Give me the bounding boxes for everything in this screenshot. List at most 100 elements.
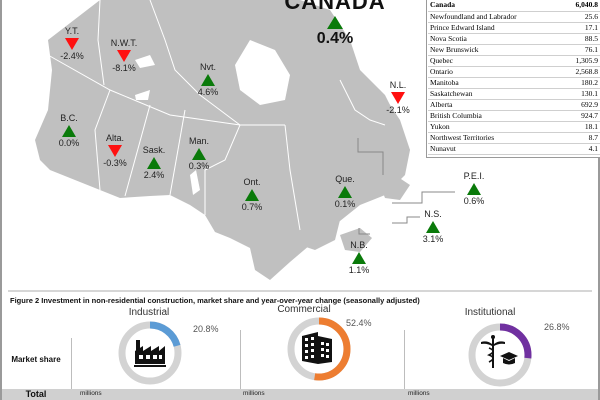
table-cell-value: 924.7 <box>561 110 600 122</box>
region-abbr: N.B. <box>350 240 368 250</box>
up-arrow-icon <box>426 221 440 233</box>
region-change: 0.0% <box>58 138 80 148</box>
column-divider <box>240 330 241 389</box>
table-cell-value: 4.1 <box>561 143 600 155</box>
industrial-donut-chart <box>118 321 182 385</box>
up-arrow-icon <box>192 148 206 160</box>
table-cell-name: Nunavut <box>428 143 562 155</box>
table-cell-name: Prince Edward Island <box>428 22 562 34</box>
region-abbr: B.C. <box>60 113 78 123</box>
region-change: 0.6% <box>463 196 485 206</box>
region-change: 3.1% <box>422 234 444 244</box>
region-change: 0.3% <box>188 161 210 171</box>
region-label-que: Que. 0.1% <box>323 174 367 210</box>
table-cell-name: Saskatchewan <box>428 88 562 100</box>
table-row: Saskatchewan 130.1 <box>428 88 600 100</box>
total-row <box>2 389 598 400</box>
table-cell-name: Nova Scotia <box>428 33 562 45</box>
region-change: 1.1% <box>348 265 370 275</box>
office-building-icon <box>302 332 332 364</box>
down-arrow-icon <box>117 50 131 62</box>
institutional-donut-chart <box>468 323 532 387</box>
table-row: Alberta 692.9 <box>428 99 600 111</box>
category-commercial-title: Commercial <box>277 304 331 315</box>
table-cell-value: 2,568.8 <box>561 66 600 78</box>
region-label-man: Man. 0.3% <box>177 136 221 172</box>
region-label-bc: B.C. 0.0% <box>47 113 91 149</box>
table-row: Manitoba 180.2 <box>428 77 600 89</box>
national-title: CANADA <box>284 0 386 14</box>
table-cell-value: 8.7 <box>561 132 600 144</box>
up-arrow-icon <box>245 189 259 201</box>
table-cell-value: 180.2 <box>561 77 600 89</box>
table-row: British Columbia 924.7 <box>428 110 600 122</box>
region-change: 0.1% <box>334 199 356 209</box>
investment-table: Canada 6,040.8 Newfoundland and Labrador 2… <box>428 0 600 155</box>
table-cell-value: 1,305.9 <box>561 55 600 67</box>
commercial-donut-chart <box>287 317 351 381</box>
table-row: Northwest Territories 8.7 <box>428 132 600 144</box>
table-row: Nunavut 4.1 <box>428 143 600 155</box>
institutional-share-label: 26.8% <box>544 322 570 332</box>
region-abbr: N.W.T. <box>110 38 138 48</box>
table-cell-value: 17.1 <box>561 22 600 34</box>
table-cell-value: 692.9 <box>561 99 600 111</box>
up-arrow-icon <box>467 183 481 195</box>
region-change: -8.1% <box>112 63 136 73</box>
region-label-ns: N.S. 3.1% <box>411 209 455 245</box>
canada-map-shape <box>35 0 455 280</box>
region-abbr: Sask. <box>142 145 166 155</box>
down-arrow-icon <box>391 92 405 104</box>
region-abbr: Man. <box>188 136 209 146</box>
table-row: Yukon 18.1 <box>428 121 600 133</box>
region-change: -0.3% <box>103 158 127 168</box>
industrial-share-label: 20.8% <box>193 324 219 334</box>
table-row: Ontario 2,568.8 <box>428 66 600 78</box>
region-change: 2.4% <box>143 170 165 180</box>
figure2-title: Figure 2 Investment in non-residential c… <box>10 296 420 305</box>
region-abbr: Y.T. <box>64 26 80 36</box>
table-cell-name: Canada <box>428 0 562 12</box>
market-share-row-label: Market share <box>11 355 61 364</box>
region-label-alta: Alta. -0.3% <box>93 133 137 169</box>
region-label-pei: P.E.I. 0.6% <box>452 171 496 207</box>
canada-map: CANADA 0.4% Y.T. -2.4% N.W.T. -8.1% Nvt.… <box>35 0 496 280</box>
table-cell-name: British Columbia <box>428 110 562 122</box>
table-cell-value: 25.6 <box>561 11 600 23</box>
total-row-label: Total <box>25 389 47 399</box>
up-arrow-icon <box>201 74 215 86</box>
institutional-total-unit: millions <box>408 390 430 397</box>
region-label-nl: N.L. -2.1% <box>376 80 420 116</box>
region-label-nb: N.B. 1.1% <box>337 240 381 276</box>
region-abbr: Que. <box>335 174 355 184</box>
table-cell-value: 130.1 <box>561 88 600 100</box>
commercial-share-label: 52.4% <box>346 318 372 328</box>
region-label-ont: Ont. 0.7% <box>230 177 274 213</box>
region-abbr: N.L. <box>389 80 407 90</box>
table-cell-name: Manitoba <box>428 77 562 89</box>
table-cell-name: Alberta <box>428 99 562 111</box>
table-cell-name: New Brunswick <box>428 44 562 56</box>
column-divider <box>404 330 405 389</box>
table-cell-name: Newfoundland and Labrador <box>428 11 562 23</box>
table-cell-value: 18.1 <box>561 121 600 133</box>
region-abbr: N.S. <box>424 209 442 219</box>
column-divider <box>71 338 72 389</box>
region-label-nvt: Nvt. 4.6% <box>186 62 230 98</box>
up-arrow-icon <box>327 16 343 29</box>
table-row: Nova Scotia 88.5 <box>428 33 600 45</box>
table-row: Prince Edward Island 17.1 <box>428 22 600 34</box>
table-cell-name: Yukon <box>428 121 562 133</box>
section-divider <box>8 290 592 292</box>
category-industrial-title: Industrial <box>128 307 170 318</box>
industrial-total-unit: millions <box>80 390 102 397</box>
region-label-sask: Sask. 2.4% <box>132 145 176 181</box>
table-row: Newfoundland and Labrador 25.6 <box>428 11 600 23</box>
region-change: -2.4% <box>60 51 84 61</box>
caduceus-graduation-cap-icon <box>481 335 518 368</box>
region-label-nwt: N.W.T. -8.1% <box>102 38 146 74</box>
table-row: New Brunswick 76.1 <box>428 44 600 56</box>
down-arrow-icon <box>108 145 122 157</box>
region-label-yt: Y.T. -2.4% <box>50 26 94 62</box>
region-abbr: Alta. <box>105 133 124 143</box>
